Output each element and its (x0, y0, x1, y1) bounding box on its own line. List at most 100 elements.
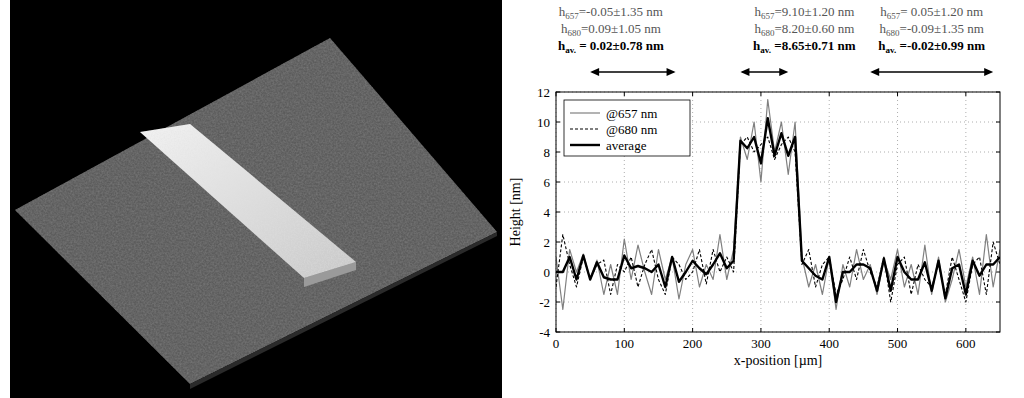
legend-swatch (570, 112, 600, 113)
plot-area (556, 92, 1000, 332)
annotation-text: h680=-0.09±1.35 nm (880, 21, 984, 38)
legend-label: average (606, 138, 647, 153)
y-tick (996, 212, 1000, 213)
y-tick (556, 182, 560, 183)
legend-swatch (570, 144, 600, 146)
legend-swatch (570, 128, 600, 129)
annotation-value: =-0.09±1.35 nm (900, 21, 984, 36)
annotation-text: h680=0.09±1.05 nm (561, 21, 661, 38)
page: 0100200300400500600-4-2024681012x-positi… (0, 0, 1024, 398)
y-tick (556, 152, 560, 153)
x-tick (624, 92, 625, 96)
x-tick-label: 300 (751, 336, 771, 351)
surface-render (10, 0, 502, 398)
y-tick-label: 10 (537, 115, 550, 130)
x-tick (897, 92, 898, 96)
annotation-subscript: 680 (761, 28, 775, 38)
annotation-value: =8.20±0.60 nm (774, 21, 854, 36)
y-tick-label: 2 (544, 235, 551, 250)
series-line (556, 118, 1000, 302)
annotation-text: hav. =-0.02±0.99 nm (878, 38, 985, 55)
y-axis-label: Height [nm] (508, 178, 523, 247)
annotation-subscript: 657 (565, 11, 579, 21)
annotation-text: h657= 0.05±1.20 nm (880, 4, 983, 21)
legend-label: @657 nm (606, 106, 657, 121)
y-tick (556, 302, 560, 303)
legend-box (564, 100, 690, 156)
annotation-subscript: 657 (887, 11, 901, 21)
x-tick (760, 328, 761, 332)
annotation-subscript: av. (885, 45, 896, 55)
x-tick (897, 328, 898, 332)
x-tick-label: 400 (819, 336, 839, 351)
series-line (556, 137, 1000, 302)
grid-line-y (556, 212, 1000, 213)
annotation-value: = 0.02±0.78 nm (576, 38, 664, 53)
x-tick (624, 328, 625, 332)
axes: 0100200300400500600-4-2024681012 (537, 85, 1000, 352)
chart: 0100200300400500600-4-2024681012x-positi… (508, 85, 1000, 369)
series-line (556, 100, 1000, 310)
annotation-subscript: 657 (761, 11, 775, 21)
grid-line-y (556, 302, 1000, 303)
surface (15, 38, 497, 384)
annotation-subscript: av. (760, 45, 771, 55)
x-tick (760, 92, 761, 96)
y-tick (996, 302, 1000, 303)
x-tick (829, 328, 830, 332)
annotation-subscript: 680 (567, 28, 581, 38)
grid-line-x (897, 92, 898, 332)
grid-line-x (965, 92, 966, 332)
y-tick (996, 182, 1000, 183)
plot-frame (556, 92, 1000, 332)
annotation-subscript: av. (565, 45, 576, 55)
annotation-value: =-0.05±1.35 nm (579, 4, 663, 19)
annotation-text: hav. =8.65±0.71 nm (753, 38, 856, 55)
x-tick (965, 92, 966, 96)
annotation-text: hav. = 0.02±0.78 nm (558, 38, 664, 55)
stripe-texture (140, 124, 356, 278)
annotation-value: =-0.02±0.99 nm (896, 38, 985, 53)
y-tick (556, 212, 560, 213)
x-axis-label: x-position [µm] (734, 353, 823, 368)
annotation-value: =8.65±0.71 nm (771, 38, 856, 53)
grid-line-y (556, 242, 1000, 243)
arrow-head (667, 68, 676, 76)
annotation-value: =0.09±1.05 nm (581, 21, 661, 36)
y-tick-label: 0 (544, 265, 551, 280)
y-tick-label: 12 (537, 85, 550, 100)
y-tick-label: -4 (539, 325, 550, 340)
x-tick-label: 0 (553, 336, 560, 351)
surface-texture (15, 38, 497, 384)
annotation-subscript: 680 (886, 28, 900, 38)
annotations: h657=-0.05±1.35 nmh680=0.09±1.05 nmhav. … (558, 4, 993, 76)
arrow-head (590, 68, 599, 76)
annotation-text: h680=8.20±0.60 nm (754, 21, 854, 38)
series-group (556, 100, 1000, 310)
x-tick-label: 100 (615, 336, 635, 351)
arrow-head (740, 68, 749, 76)
x-tick-label: 600 (956, 336, 976, 351)
grid-line-y (556, 272, 1000, 273)
y-tick-label: 4 (544, 205, 551, 220)
arrow-head (984, 68, 993, 76)
x-tick (692, 328, 693, 332)
x-tick-label: 200 (683, 336, 703, 351)
annotation-arrow (872, 71, 991, 72)
y-tick (556, 122, 560, 123)
x-tick (692, 92, 693, 96)
annotation-value: = 0.05±1.20 nm (900, 4, 983, 19)
legend: @657 nm@680 nmaverage (564, 100, 690, 156)
x-tick-label: 500 (888, 336, 908, 351)
grid (556, 92, 1000, 332)
x-tick (829, 92, 830, 96)
y-tick-label: 8 (544, 145, 551, 160)
y-tick-label: 6 (544, 175, 551, 190)
arrow-head (870, 68, 879, 76)
y-tick (996, 242, 1000, 243)
x-tick (965, 328, 966, 332)
annotation-text: h657=9.10±1.20 nm (754, 4, 854, 21)
stripe (140, 124, 356, 278)
annotation-text: h657=-0.05±1.35 nm (559, 4, 663, 21)
grid-line-y (556, 182, 1000, 183)
